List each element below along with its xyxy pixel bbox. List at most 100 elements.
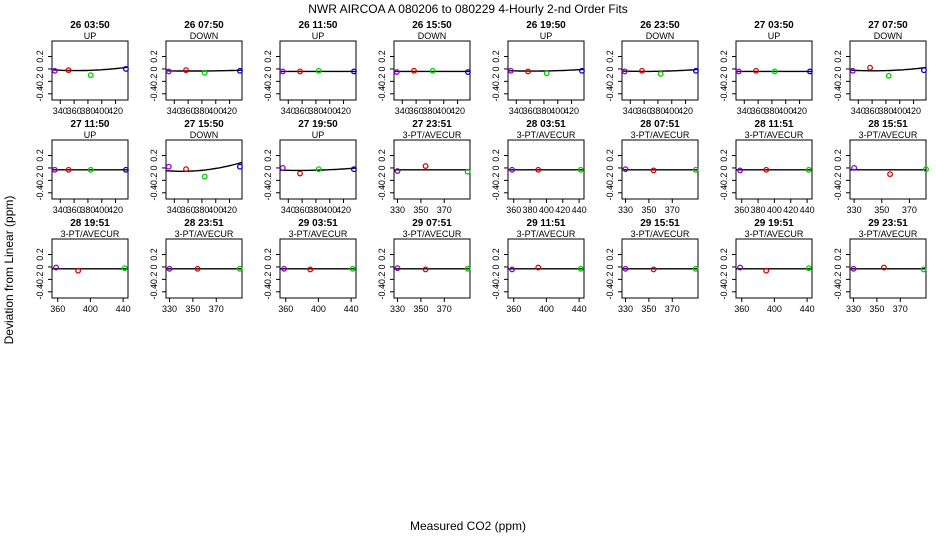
y-tick-label: 0.2 bbox=[605, 248, 615, 261]
data-point bbox=[464, 69, 471, 76]
y-tick-label: 0 bbox=[491, 66, 501, 71]
panel: 28 07:513-PT/AVECUR -0.4-0.2 0 0.2 330 350 370 bbox=[605, 119, 699, 215]
y-tick-label: 0 bbox=[263, 66, 273, 71]
x-tick-label: 380 bbox=[751, 205, 766, 215]
data-point bbox=[194, 265, 201, 272]
y-tick-label: 0.2 bbox=[377, 248, 387, 261]
x-tick-label: 340 bbox=[737, 106, 752, 116]
y-tick-label: -0.4 bbox=[833, 185, 843, 201]
y-tick-label: -0.4 bbox=[35, 185, 45, 201]
data-point bbox=[577, 265, 584, 272]
panel-title: 28 19:51 bbox=[70, 218, 110, 229]
x-tick-label: 360 bbox=[67, 106, 82, 116]
data-point bbox=[851, 164, 858, 171]
data-point bbox=[165, 163, 172, 170]
x-tick-label: 420 bbox=[450, 106, 465, 116]
data-point bbox=[121, 265, 128, 272]
data-point bbox=[887, 171, 894, 178]
x-tick-label: 400 bbox=[539, 304, 554, 314]
data-point bbox=[543, 70, 550, 77]
panel-subtitle: UP bbox=[84, 130, 97, 140]
y-tick-label: 0 bbox=[149, 264, 159, 269]
data-point bbox=[236, 67, 243, 74]
x-tick-label: 340 bbox=[167, 205, 182, 215]
y-tick-label: 0.2 bbox=[833, 50, 843, 63]
panel-title: 26 03:50 bbox=[70, 20, 110, 31]
data-point bbox=[51, 67, 58, 74]
x-tick-label: 360 bbox=[734, 304, 749, 314]
x-tick-label: 440 bbox=[800, 205, 815, 215]
y-tick-label: -0.4 bbox=[263, 284, 273, 300]
panel-subtitle: DOWN bbox=[190, 130, 219, 140]
y-tick-label: 0.2 bbox=[377, 149, 387, 162]
data-point bbox=[394, 265, 401, 272]
x-tick-label: 370 bbox=[437, 205, 452, 215]
x-tick-label: 400 bbox=[322, 106, 337, 116]
x-tick-label: 350 bbox=[874, 205, 889, 215]
y-tick-label: 0.2 bbox=[263, 50, 273, 63]
y-tick-label: 0 bbox=[605, 165, 615, 170]
y-tick-label: 0 bbox=[833, 264, 843, 269]
y-tick-label: -0.2 bbox=[833, 272, 843, 288]
y-tick-label: -0.2 bbox=[833, 74, 843, 90]
data-point bbox=[509, 266, 516, 273]
panel-title: 27 11:50 bbox=[71, 119, 110, 130]
panel-subtitle: 3-PT/AVECUR bbox=[61, 229, 120, 239]
panel-subtitle: 3-PT/AVECUR bbox=[289, 229, 348, 239]
y-tick-label: -0.2 bbox=[491, 272, 501, 288]
x-tick-label: 380 bbox=[764, 106, 779, 116]
x-tick-label: 360 bbox=[865, 106, 880, 116]
panel-title: 29 11:51 bbox=[527, 218, 566, 229]
plot-frame bbox=[165, 139, 243, 200]
x-tick-label: 420 bbox=[108, 106, 123, 116]
data-point bbox=[507, 67, 514, 74]
x-tick-label: 400 bbox=[767, 205, 782, 215]
x-tick-label: 340 bbox=[281, 106, 296, 116]
y-tick-label: 0.2 bbox=[35, 50, 45, 63]
data-point bbox=[201, 173, 208, 180]
x-tick-label: 420 bbox=[906, 106, 921, 116]
x-tick-label: 340 bbox=[281, 205, 296, 215]
data-point bbox=[201, 69, 208, 76]
panel: 29 23:513-PT/AVECUR -0.4-0.2 0 0.2 330 350 370 bbox=[833, 218, 927, 314]
x-tick-label: 400 bbox=[94, 205, 109, 215]
x-tick-label: 370 bbox=[209, 304, 224, 314]
panel-subtitle: 3-PT/AVECUR bbox=[631, 130, 690, 140]
y-tick-label: -0.4 bbox=[605, 86, 615, 102]
panel-subtitle: 3-PT/AVECUR bbox=[517, 229, 576, 239]
data-point bbox=[535, 264, 542, 271]
panel-title: 29 19:51 bbox=[754, 218, 794, 229]
data-point bbox=[307, 266, 314, 273]
data-point bbox=[535, 166, 542, 173]
x-tick-label: 400 bbox=[83, 304, 98, 314]
x-tick-label: 360 bbox=[637, 106, 652, 116]
y-tick-label: 0.2 bbox=[605, 50, 615, 63]
data-point bbox=[65, 67, 72, 74]
panel-title: 29 23:51 bbox=[868, 218, 908, 229]
data-point bbox=[51, 166, 58, 173]
x-tick-label: 400 bbox=[208, 205, 223, 215]
plot-frame bbox=[393, 40, 471, 101]
y-tick-label: -0.4 bbox=[377, 185, 387, 201]
plot-frame bbox=[735, 40, 813, 101]
panel-subtitle: 3-PT/AVECUR bbox=[745, 229, 804, 239]
panel-title: 26 23:50 bbox=[640, 20, 680, 31]
data-point bbox=[771, 68, 778, 75]
x-tick-label: 380 bbox=[536, 106, 551, 116]
panel-subtitle: DOWN bbox=[190, 31, 219, 41]
panel: 29 03:513-PT/AVECUR -0.4-0.2 0 0.2 360 400 440 bbox=[263, 218, 359, 314]
y-tick-label: 0 bbox=[719, 66, 729, 71]
panel-subtitle: UP bbox=[312, 31, 325, 41]
panel-title: 28 11:51 bbox=[755, 119, 794, 130]
x-tick-label: 380 bbox=[80, 205, 95, 215]
y-tick-label: 0 bbox=[263, 264, 273, 269]
x-tick-label: 340 bbox=[167, 106, 182, 116]
y-tick-label: -0.2 bbox=[719, 173, 729, 189]
panel: 28 19:513-PT/AVECUR -0.4-0.2 0 0.2 360 400 440 bbox=[35, 218, 131, 314]
